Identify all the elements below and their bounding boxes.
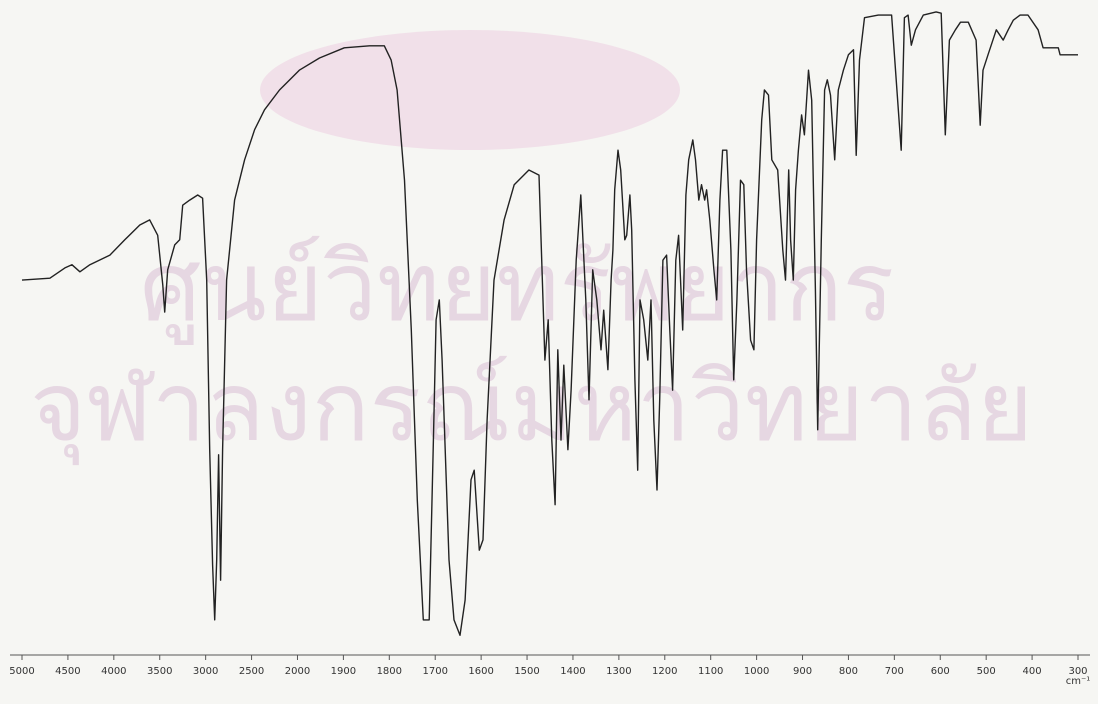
x-tick-label: 1800 [377,666,402,677]
x-tick-label: 1900 [331,666,356,677]
x-tick-label: 5000 [9,666,34,677]
x-tick-label: 1400 [560,666,585,677]
x-axis-label: cm⁻¹ [1066,676,1091,687]
x-tick-label: 1500 [514,666,539,677]
x-tick-label: 300 [1068,666,1087,677]
x-tick-label: 900 [793,666,812,677]
x-tick-label: 1100 [698,666,723,677]
watermark-line: ศูนย์วิทยทรัพยากร [140,231,894,345]
x-tick-label: 1200 [652,666,677,677]
watermark-line: จุฬาลงกรณ์มหาวิทยาลัย [30,351,1033,466]
x-tick-label: 400 [1023,666,1042,677]
x-tick-label: 500 [977,666,996,677]
x-tick-label: 1600 [468,666,493,677]
x-tick-label: 3000 [193,666,218,677]
x-tick-label: 4000 [101,666,126,677]
x-tick-label: 1700 [422,666,447,677]
x-tick-label: 600 [931,666,950,677]
x-tick-label: 4500 [55,666,80,677]
spectrum-line [21,11,1078,636]
x-tick-label: 700 [885,666,904,677]
x-tick-label: 800 [839,666,858,677]
x-tick-label: 1300 [606,666,631,677]
x-tick-label: 2000 [285,666,310,677]
x-tick-label: 3500 [147,666,172,677]
x-tick-label: 1000 [744,666,769,677]
x-tick-label: 2500 [239,666,264,677]
emblem [260,30,680,150]
